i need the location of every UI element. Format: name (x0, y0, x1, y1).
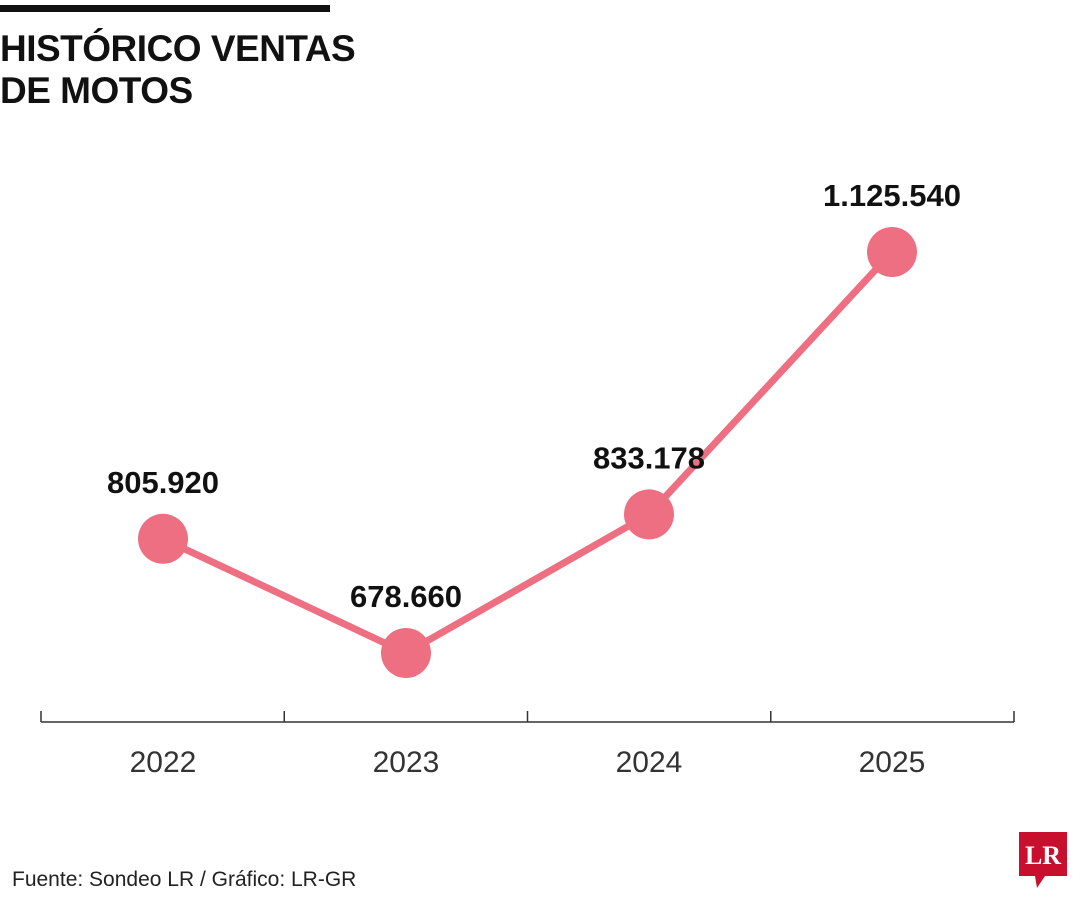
data-point-2023 (381, 628, 431, 678)
data-points (138, 227, 917, 678)
data-labels: 805.920 678.660 833.178 1.125.540 (107, 178, 961, 614)
lr-logo-badge (1019, 832, 1067, 888)
title-top-rule (0, 5, 330, 12)
x-tick-label-2025: 2025 (859, 746, 926, 779)
data-point-2022 (138, 513, 188, 564)
series-line (159, 248, 896, 657)
x-tick-label-2023: 2023 (373, 746, 440, 779)
chart-title-line-1: HISTÓRICO VENTAS (0, 28, 356, 69)
chart-title-line-2: DE MOTOS (0, 70, 193, 111)
x-tick-labels: 2022 2023 2024 2025 (130, 746, 926, 779)
data-label-2022: 805.920 (107, 465, 219, 500)
data-point-2025 (867, 227, 917, 277)
chart-title: HISTÓRICO VENTAS DE MOTOS (0, 28, 420, 112)
x-axis-ticks (40, 711, 1015, 722)
data-label-2023: 678.660 (350, 579, 462, 614)
source-note: Fuente: Sondeo LR / Gráfico: LR-GR (12, 868, 357, 891)
x-tick-label-2024: 2024 (616, 746, 683, 779)
data-label-2024: 833.178 (593, 440, 705, 475)
x-tick-label-2022: 2022 (130, 746, 197, 779)
data-point-2024 (624, 489, 674, 540)
data-label-2025: 1.125.540 (823, 178, 961, 213)
lr-logo-text: LR (1025, 841, 1061, 870)
lr-logo: LR (1019, 832, 1067, 888)
